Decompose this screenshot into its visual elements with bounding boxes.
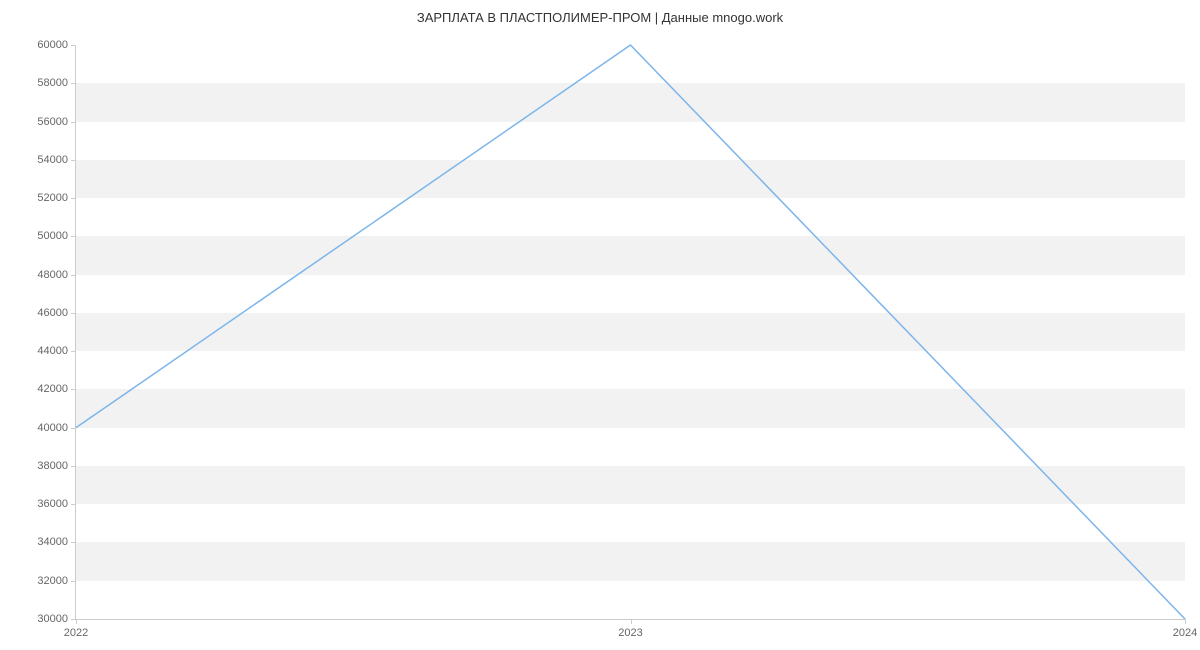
y-tick-label: 52000 bbox=[37, 192, 68, 204]
y-tick-mark bbox=[71, 313, 76, 314]
y-tick-mark bbox=[71, 504, 76, 505]
y-tick-label: 38000 bbox=[37, 460, 68, 472]
y-tick-label: 46000 bbox=[37, 307, 68, 319]
x-tick-label: 2022 bbox=[64, 627, 88, 639]
x-tick-mark bbox=[1185, 619, 1186, 624]
y-tick-label: 56000 bbox=[37, 116, 68, 128]
y-tick-mark bbox=[71, 236, 76, 237]
y-tick-mark bbox=[71, 83, 76, 84]
y-tick-label: 32000 bbox=[37, 575, 68, 587]
plot-area: 3000032000340003600038000400004200044000… bbox=[75, 45, 1185, 620]
y-tick-label: 30000 bbox=[37, 613, 68, 625]
y-tick-mark bbox=[71, 198, 76, 199]
y-tick-mark bbox=[71, 428, 76, 429]
y-tick-mark bbox=[71, 275, 76, 276]
x-tick-label: 2023 bbox=[618, 627, 642, 639]
y-tick-mark bbox=[71, 389, 76, 390]
x-tick-label: 2024 bbox=[1173, 627, 1197, 639]
series-line bbox=[76, 45, 1185, 619]
y-tick-mark bbox=[71, 122, 76, 123]
y-tick-mark bbox=[71, 160, 76, 161]
line-svg bbox=[76, 45, 1185, 619]
y-tick-label: 60000 bbox=[37, 39, 68, 51]
y-tick-mark bbox=[71, 351, 76, 352]
x-tick-mark bbox=[76, 619, 77, 624]
y-tick-label: 48000 bbox=[37, 269, 68, 281]
y-tick-mark bbox=[71, 581, 76, 582]
x-tick-mark bbox=[631, 619, 632, 624]
y-tick-label: 40000 bbox=[37, 422, 68, 434]
y-tick-label: 58000 bbox=[37, 77, 68, 89]
y-tick-label: 36000 bbox=[37, 498, 68, 510]
y-tick-label: 42000 bbox=[37, 383, 68, 395]
chart-title: ЗАРПЛАТА В ПЛАСТПОЛИМЕР-ПРОМ | Данные mn… bbox=[0, 0, 1200, 25]
y-tick-label: 50000 bbox=[37, 230, 68, 242]
y-tick-mark bbox=[71, 466, 76, 467]
chart-container: 3000032000340003600038000400004200044000… bbox=[75, 45, 1185, 620]
y-tick-mark bbox=[71, 542, 76, 543]
y-tick-label: 34000 bbox=[37, 536, 68, 548]
y-tick-mark bbox=[71, 45, 76, 46]
y-tick-label: 44000 bbox=[37, 345, 68, 357]
y-tick-label: 54000 bbox=[37, 154, 68, 166]
